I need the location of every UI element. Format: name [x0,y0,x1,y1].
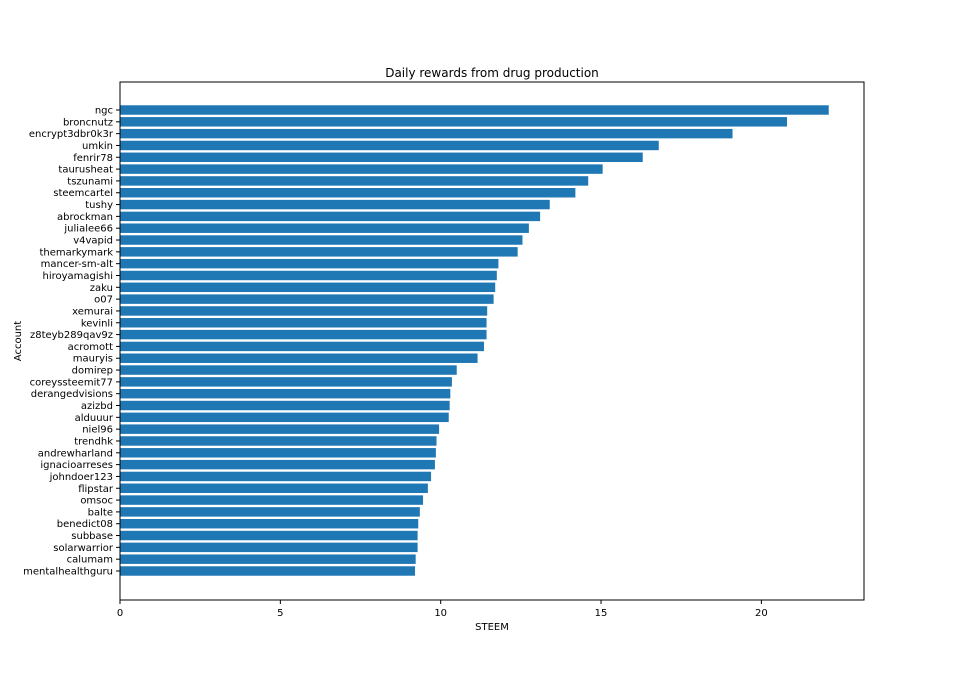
bar-johndoer123 [120,471,432,482]
y-tick-label: omsoc [80,496,113,507]
y-tick-label: subbase [71,531,113,542]
chart-title: Daily rewards from drug production [385,66,599,80]
y-tick-label: hiroyamagishi [43,271,114,282]
y-tick-label: encrypt3dbr0k3r [29,129,114,140]
y-tick-label: v4vapid [73,236,113,247]
y-tick-label: ignacioarreses [40,460,113,471]
bar-encrypt3dbr0k3r [120,128,733,139]
y-tick-label: flipstar [78,484,114,495]
y-tick-label: andrewharland [38,448,113,459]
y-tick-label: z8teyb289qav9z [30,330,113,341]
bar-steemcartel [120,188,576,198]
y-tick-label: coreyssteemit77 [30,377,113,388]
bar-tushy [120,199,550,210]
y-tick-label: themarkymark [39,247,113,258]
bar-alduuur [120,412,449,423]
y-tick-label: alduuur [75,413,114,424]
y-tick-label: calumam [67,555,113,566]
bar-xemurai [120,306,488,316]
bar-mauryis [120,353,478,363]
bar-balte [120,507,420,517]
bar-z8teyb289qav9z [120,329,487,340]
bar-umkin [120,140,659,151]
bar-omsoc [120,495,424,505]
x-tick-label: 10 [434,608,447,619]
x-axis-title: STEEM [475,622,509,633]
bar-calumam [120,554,416,564]
bar-mancer-sm-alt [120,258,499,269]
bar-azizbd [120,400,450,411]
bar-themarkymark [120,247,518,257]
y-tick-label: azizbd [81,401,113,412]
y-tick-label: xemurai [72,306,113,317]
y-tick-label: o07 [94,295,113,306]
y-tick-label: mauryis [73,354,113,365]
bar-trendhk [120,436,437,446]
y-tick-label: balte [88,507,113,518]
bar-v4vapid [120,235,523,245]
bar-o07 [120,294,494,304]
bar-mentalhealthguru [120,566,416,576]
bar-coreyssteemit77 [120,377,452,387]
y-tick-label: umkin [82,141,113,152]
bar-kevinli [120,318,487,328]
y-tick-label: trendhk [74,436,113,447]
y-tick-label: mentalhealthguru [23,567,113,578]
x-tick-label: 0 [117,608,123,619]
bars-group [120,105,829,576]
y-tick-label: taurusheat [58,165,113,176]
bar-niel96 [120,424,440,434]
x-tick-label: 15 [595,608,608,619]
bar-hiroyamagishi [120,270,497,281]
bar-domirep [120,365,457,375]
bar-benedict08 [120,518,419,529]
y-tick-labels: ngcbroncnutzencrypt3dbr0k3rumkinfenrir78… [23,106,120,578]
y-tick-label: acromott [68,342,113,353]
bar-abrockman [120,211,541,222]
y-tick-label: mancer-sm-alt [41,259,113,270]
y-tick-label: tszunami [67,176,113,187]
bar-broncnutz [120,117,788,127]
y-tick-label: broncnutz [63,117,113,128]
x-ticks: 0 5 10 15 20 [117,600,768,619]
bar-subbase [120,530,418,541]
bar-derangedvisions [120,388,451,399]
y-tick-label: domirep [72,366,113,377]
bar-solarwarrior [120,542,418,553]
bar-ignacioarreses [120,459,435,470]
y-tick-label: abrockman [57,212,113,223]
y-tick-label: julialee66 [63,224,113,235]
bar-tszunami [120,176,589,186]
y-tick-label: solarwarrior [53,543,114,554]
bar-flipstar [120,483,428,493]
y-tick-label: kevinli [81,318,113,329]
bar-acromott [120,341,484,352]
y-tick-label: zaku [90,283,113,294]
y-tick-label: benedict08 [57,519,113,530]
y-tick-label: niel96 [82,425,113,436]
y-tick-label: fenrir78 [73,153,113,164]
bar-andrewharland [120,448,436,458]
y-tick-label: derangedvisions [31,389,113,400]
y-tick-label: tushy [85,200,113,211]
x-tick-label: 5 [277,608,283,619]
bar-taurusheat [120,164,603,174]
bar-julialee66 [120,223,529,233]
y-tick-label: steemcartel [53,188,113,199]
y-tick-label: johndoer123 [49,472,113,483]
y-tick-label: ngc [95,106,113,117]
bar-fenrir78 [120,152,643,163]
x-tick-label: 20 [755,608,768,619]
bar-ngc [120,105,829,115]
bar-zaku [120,282,496,293]
plot-frame [119,81,865,601]
y-axis-title: Account [13,321,24,361]
